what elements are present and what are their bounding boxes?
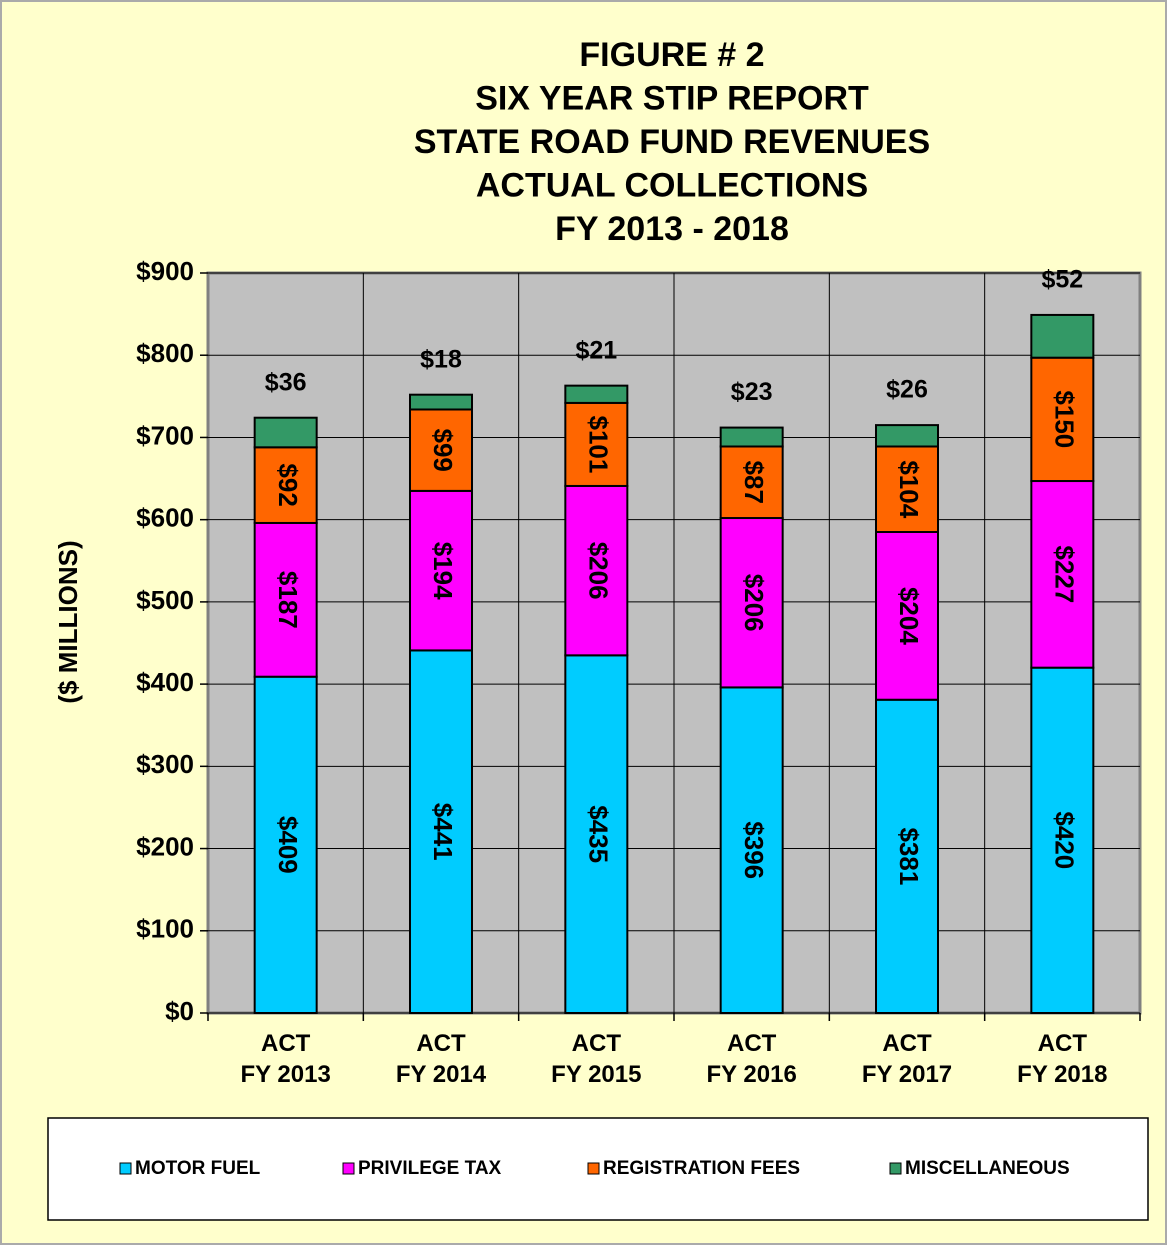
- y-tick-label: $0: [165, 996, 194, 1026]
- data-label: $204: [894, 587, 924, 645]
- y-tick-label: $500: [136, 585, 194, 615]
- x-tick-label: ACT FY 2015: [551, 1030, 641, 1088]
- data-label: $21: [575, 336, 617, 364]
- y-tick-label: $200: [136, 831, 194, 861]
- bar-segment: [564, 484, 629, 657]
- bar-segment: [719, 517, 784, 689]
- x-tick-label: ACT FY 2014: [396, 1030, 487, 1088]
- bar-segment: [564, 654, 629, 1014]
- bar-segment: [253, 416, 318, 449]
- legend-swatch: [119, 1162, 132, 1175]
- bar-segment: [1030, 480, 1095, 669]
- bar-segment: [253, 675, 318, 1014]
- y-tick-label: $900: [136, 256, 194, 286]
- bar-segment: [409, 393, 473, 411]
- legend-swatch: [587, 1162, 600, 1175]
- legend-label: MOTOR FUEL: [135, 1158, 261, 1179]
- data-label: $206: [583, 542, 613, 600]
- y-tick-label: $700: [136, 420, 194, 450]
- data-label: $150: [1049, 390, 1079, 448]
- data-label: $194: [428, 542, 458, 600]
- bar-segment: [409, 649, 473, 1015]
- data-label: $92: [273, 463, 303, 506]
- legend-label: REGISTRATION FEES: [603, 1158, 800, 1179]
- x-tick-label: ACT FY 2017: [862, 1030, 952, 1088]
- y-tick-label: $300: [136, 749, 194, 779]
- data-label: $23: [731, 378, 773, 406]
- y-tick-label: $800: [136, 338, 194, 368]
- data-label: $409: [273, 816, 303, 874]
- x-tick-label: ACT FY 2016: [707, 1030, 797, 1088]
- bar-segment: [875, 424, 939, 448]
- bar-segment: [875, 445, 939, 533]
- bar-segment: [409, 489, 473, 652]
- x-tick-label: ACT FY 2018: [1017, 1030, 1107, 1088]
- data-label: $381: [894, 827, 924, 885]
- bar-segment: [719, 445, 784, 520]
- legend-swatch: [342, 1162, 355, 1175]
- data-label: $101: [583, 416, 613, 474]
- legend-label: PRIVILEGE TAX: [358, 1158, 502, 1179]
- legend-swatch: [889, 1162, 902, 1175]
- data-label: $87: [739, 461, 769, 504]
- chart-title: FY 2013 - 2018: [555, 210, 789, 248]
- bar-segment: [875, 698, 939, 1014]
- bar-segment: [1030, 666, 1095, 1015]
- chart-title: FIGURE # 2: [579, 36, 764, 74]
- data-label: $420: [1049, 811, 1079, 869]
- y-tick-label: $400: [136, 667, 194, 697]
- data-label: $396: [739, 821, 769, 879]
- chart-title: SIX YEAR STIP REPORT: [475, 79, 869, 117]
- data-label: $435: [583, 805, 613, 863]
- chart-title: STATE ROAD FUND REVENUES: [414, 123, 930, 161]
- data-label: $36: [265, 368, 307, 396]
- bar-segment: [1030, 313, 1095, 359]
- data-label: $104: [894, 460, 924, 518]
- data-label: $18: [420, 345, 462, 373]
- bar-segment: [253, 521, 318, 678]
- data-label: $187: [273, 571, 303, 629]
- chart-title: ACTUAL COLLECTIONS: [476, 166, 868, 204]
- bar-segment: [253, 446, 318, 524]
- data-label: $99: [428, 428, 458, 471]
- bar-segment: [409, 408, 473, 492]
- data-label: $227: [1049, 545, 1079, 603]
- y-axis-label: ($ MILLIONS): [53, 540, 83, 703]
- bar-segment: [875, 531, 939, 701]
- x-tick-label: ACT FY 2013: [241, 1030, 331, 1088]
- data-label: $441: [428, 803, 458, 861]
- data-label: $206: [739, 574, 769, 632]
- bar-segment: [719, 686, 784, 1015]
- legend-label: MISCELLANEOUS: [905, 1158, 1070, 1179]
- y-tick-label: $100: [136, 914, 194, 944]
- bar-segment: [719, 426, 784, 448]
- data-label: $52: [1041, 266, 1083, 294]
- data-label: $26: [886, 376, 928, 404]
- y-tick-label: $600: [136, 503, 194, 533]
- bar-segment: [564, 384, 629, 404]
